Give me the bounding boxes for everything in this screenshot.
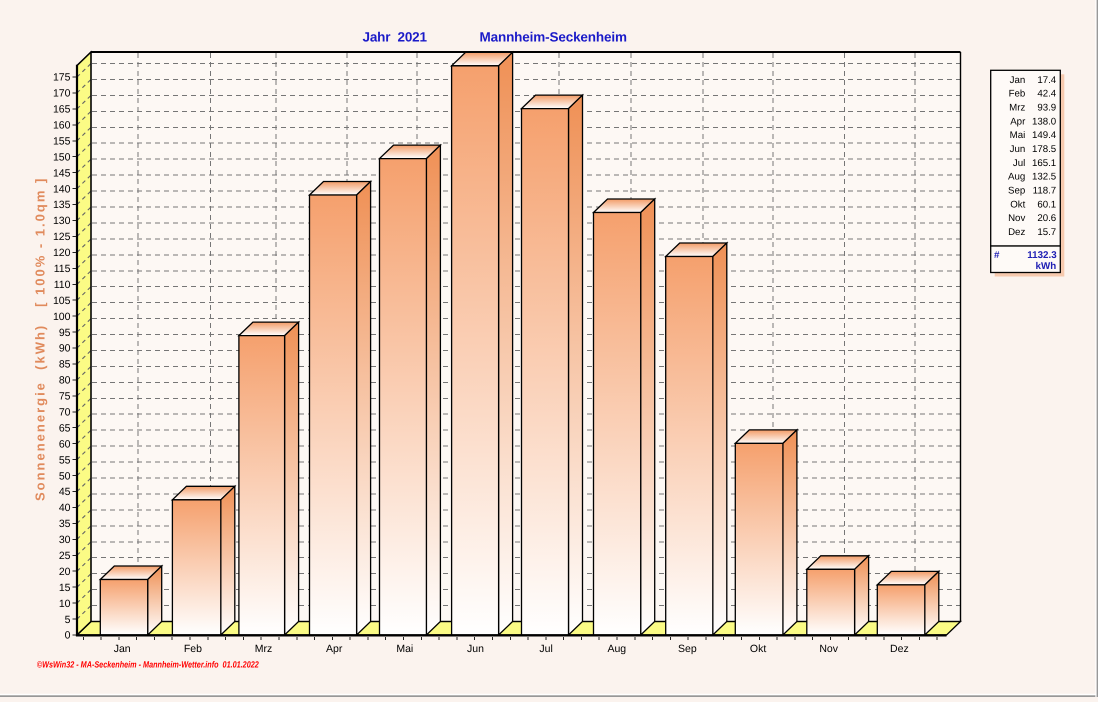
svg-text:138.0: 138.0 bbox=[1032, 116, 1057, 127]
svg-text:kWh: kWh bbox=[1036, 261, 1057, 272]
svg-text:110: 110 bbox=[54, 279, 71, 291]
svg-text:85: 85 bbox=[59, 359, 71, 371]
svg-text:60: 60 bbox=[59, 438, 71, 450]
svg-text:30: 30 bbox=[59, 534, 71, 546]
svg-text:Sep: Sep bbox=[678, 643, 697, 655]
svg-text:160: 160 bbox=[53, 120, 71, 132]
svg-text:80: 80 bbox=[59, 375, 71, 387]
svg-text:165: 165 bbox=[53, 104, 71, 116]
svg-text:50: 50 bbox=[59, 470, 71, 482]
svg-text:Sep: Sep bbox=[1008, 186, 1025, 197]
svg-text:95: 95 bbox=[59, 327, 71, 339]
svg-text:125: 125 bbox=[53, 231, 71, 243]
svg-text:Jan: Jan bbox=[1010, 75, 1026, 86]
svg-text:118.7: 118.7 bbox=[1033, 186, 1057, 197]
svg-text:#: # bbox=[994, 250, 1000, 261]
svg-text:Sonnenenergie (kWh) [ 100%: Sonnenenergie (kWh) [ 100% - 1.0qm ] bbox=[33, 177, 48, 501]
svg-text:Jahr 2021: Jahr 2021 bbox=[363, 29, 428, 44]
svg-text:135: 135 bbox=[53, 199, 71, 211]
svg-text:35: 35 bbox=[59, 518, 71, 530]
svg-text:175: 175 bbox=[53, 72, 71, 84]
svg-text:Jan: Jan bbox=[114, 643, 131, 655]
svg-text:1132.3: 1132.3 bbox=[1027, 250, 1057, 261]
svg-text:Mai: Mai bbox=[396, 643, 413, 655]
svg-text:40: 40 bbox=[59, 502, 71, 514]
svg-text:Jun: Jun bbox=[1010, 144, 1026, 155]
svg-text:145: 145 bbox=[53, 167, 71, 179]
svg-text:42.4: 42.4 bbox=[1037, 89, 1056, 100]
svg-text:90: 90 bbox=[59, 343, 71, 355]
svg-text:Jul: Jul bbox=[539, 643, 552, 655]
svg-text:Okt: Okt bbox=[750, 643, 766, 655]
svg-text:20.6: 20.6 bbox=[1037, 213, 1056, 224]
svg-text:178.5: 178.5 bbox=[1032, 144, 1056, 155]
svg-text:100: 100 bbox=[53, 311, 71, 323]
svg-text:130: 130 bbox=[53, 215, 71, 227]
svg-text:155: 155 bbox=[53, 136, 71, 148]
svg-text:105: 105 bbox=[53, 295, 71, 307]
svg-text:132.5: 132.5 bbox=[1032, 172, 1056, 183]
svg-text:55: 55 bbox=[59, 454, 71, 466]
svg-text:Feb: Feb bbox=[184, 643, 202, 655]
svg-text:93.9: 93.9 bbox=[1037, 103, 1056, 114]
svg-text:150: 150 bbox=[53, 151, 71, 163]
svg-text:Mrz: Mrz bbox=[255, 643, 273, 655]
svg-text:140: 140 bbox=[53, 183, 71, 195]
svg-text:25: 25 bbox=[59, 550, 71, 562]
svg-text:©WsWin32 - MA-Seckenheim - Man: ©WsWin32 - MA-Seckenheim - Mannheim-Wett… bbox=[37, 660, 259, 670]
svg-text:Mrz: Mrz bbox=[1009, 103, 1025, 114]
svg-text:Aug: Aug bbox=[607, 643, 626, 655]
svg-text:15.7: 15.7 bbox=[1037, 227, 1056, 238]
svg-text:65: 65 bbox=[59, 422, 71, 434]
svg-text:75: 75 bbox=[59, 391, 71, 403]
svg-text:70: 70 bbox=[59, 407, 71, 419]
svg-text:Apr: Apr bbox=[1010, 116, 1026, 127]
svg-text:Mai: Mai bbox=[1010, 130, 1026, 141]
svg-text:149.4: 149.4 bbox=[1032, 130, 1057, 141]
svg-text:Jul: Jul bbox=[1013, 158, 1025, 169]
svg-text:0: 0 bbox=[65, 630, 71, 642]
svg-text:Mannheim-Seckenheim: Mannheim-Seckenheim bbox=[480, 29, 628, 44]
svg-text:115: 115 bbox=[54, 263, 71, 275]
svg-text:45: 45 bbox=[59, 486, 71, 498]
svg-text:170: 170 bbox=[53, 88, 71, 100]
svg-text:60.1: 60.1 bbox=[1037, 199, 1056, 210]
svg-text:17.4: 17.4 bbox=[1037, 75, 1056, 86]
svg-text:Okt: Okt bbox=[1010, 199, 1025, 210]
svg-text:15: 15 bbox=[59, 582, 71, 594]
svg-text:20: 20 bbox=[59, 566, 71, 578]
svg-text:Dez: Dez bbox=[890, 643, 909, 655]
svg-text:5: 5 bbox=[65, 614, 71, 626]
svg-text:Dez: Dez bbox=[1008, 227, 1025, 238]
svg-text:Feb: Feb bbox=[1009, 89, 1026, 100]
svg-text:Jun: Jun bbox=[467, 643, 484, 655]
svg-text:Nov: Nov bbox=[1008, 213, 1025, 224]
svg-text:10: 10 bbox=[59, 598, 71, 610]
svg-text:Nov: Nov bbox=[819, 643, 838, 655]
svg-text:165.1: 165.1 bbox=[1032, 158, 1056, 169]
svg-text:Aug: Aug bbox=[1008, 172, 1025, 183]
svg-text:120: 120 bbox=[53, 247, 71, 259]
svg-text:Apr: Apr bbox=[326, 643, 343, 655]
